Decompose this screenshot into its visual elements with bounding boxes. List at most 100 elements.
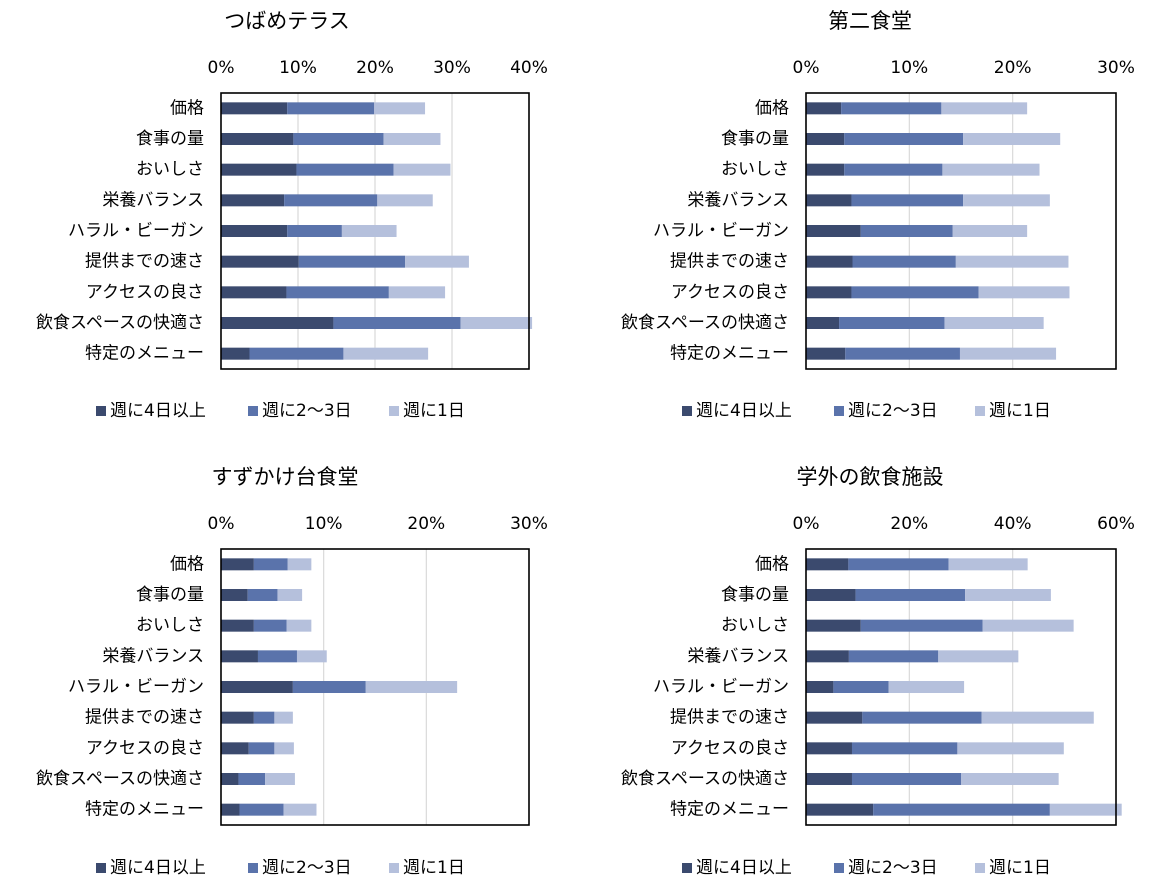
bar-segment-3 — [963, 133, 1061, 145]
bar-segment-3 — [952, 225, 1028, 237]
bar-segment-3 — [296, 650, 327, 663]
legend-label: 週に4日以上 — [110, 401, 206, 421]
x-tick-label: 0% — [793, 58, 820, 78]
bar-segment-3 — [959, 347, 1057, 360]
bar-segment-3 — [377, 194, 433, 207]
legend-swatch-1 — [682, 406, 692, 416]
category-label: ハラル・ビーガン — [653, 677, 789, 697]
bar-segment-3 — [277, 589, 303, 601]
bar-segment-2 — [333, 317, 461, 329]
chart-title: つばめテラス — [224, 9, 350, 33]
x-tick-label: 0% — [208, 514, 235, 534]
legend-swatch-2 — [834, 406, 844, 416]
bar-segment-1 — [221, 102, 288, 115]
bar-segment-1 — [806, 803, 874, 816]
bar-segment-3 — [283, 803, 317, 816]
bar-segment-2 — [253, 619, 287, 632]
bar-segment-3 — [1049, 803, 1122, 816]
bar-segment-3 — [383, 133, 441, 145]
bar-segment-3 — [978, 286, 1070, 299]
legend-swatch-2 — [834, 863, 844, 873]
x-tick-label: 20% — [407, 514, 445, 534]
bar-segment-2 — [844, 163, 943, 176]
legend-label: 週に4日以上 — [696, 401, 792, 421]
category-label: 提供までの速さ — [670, 252, 789, 272]
bar-segment-1 — [806, 347, 846, 360]
bar-segment-1 — [221, 742, 249, 755]
bar-segment-1 — [221, 163, 297, 176]
category-label: ハラル・ビーガン — [68, 677, 204, 697]
bar-segment-2 — [873, 803, 1050, 816]
bar-segment-2 — [851, 742, 958, 755]
bar-segment-3 — [388, 286, 446, 299]
chart-panel-0: つばめテラス 0% 10% 20% 30% 40% 価格食事の量おいしさ栄養バランスハラル・… — [36, 9, 548, 421]
bar-segment-3 — [374, 102, 426, 115]
bar-segment-3 — [955, 255, 1069, 268]
category-label: アクセスの良さ — [671, 738, 789, 758]
bar-segment-1 — [806, 225, 861, 237]
bar-segment-2 — [851, 286, 979, 299]
x-tick-label: 20% — [356, 58, 394, 78]
bar-segment-2 — [249, 347, 344, 360]
bar-segment-3 — [941, 102, 1028, 115]
category-label: おいしさ — [721, 160, 789, 180]
bar-segment-2 — [253, 711, 275, 724]
x-tick-label: 10% — [305, 514, 343, 534]
bar-segment-3 — [341, 225, 397, 237]
category-label: 特定のメニュー — [85, 800, 204, 820]
legend-label: 週に4日以上 — [696, 858, 792, 878]
category-label: 飲食スペースの快適さ — [36, 769, 204, 789]
bar-segment-1 — [221, 347, 250, 360]
bar-segment-2 — [287, 225, 342, 237]
bar-segment-2 — [253, 558, 288, 571]
category-label: 価格 — [170, 98, 204, 118]
bar-segment-2 — [848, 650, 939, 663]
bar-segment-3 — [942, 163, 1040, 176]
bar-segment-2 — [844, 133, 964, 145]
chart-panel-3: 学外の飲食施設 0% 20% 40% 60% 価格食事の量おいしさ栄養バランスハラル・ビー… — [621, 465, 1135, 878]
category-label: 特定のメニュー — [85, 344, 204, 364]
bar-segment-2 — [292, 681, 366, 693]
bar-segment-2 — [298, 255, 406, 268]
plot-frame — [220, 548, 530, 826]
category-label: 食事の量 — [721, 129, 789, 149]
bar-segment-1 — [221, 681, 293, 693]
bar-segment-1 — [806, 742, 852, 755]
plot-frame — [805, 92, 1117, 370]
category-label: 特定のメニュー — [670, 344, 789, 364]
bar-segment-1 — [221, 619, 254, 632]
bar-segment-1 — [806, 286, 852, 299]
bar-segment-1 — [221, 773, 239, 785]
plot-frame — [220, 92, 530, 370]
bar-segment-3 — [287, 558, 312, 571]
bar-segment-1 — [806, 255, 853, 268]
bar-segment-2 — [851, 194, 964, 207]
bar-segment-2 — [248, 742, 275, 755]
category-label: アクセスの良さ — [671, 282, 789, 302]
legend-label: 週に1日 — [989, 401, 1051, 421]
bar-segment-2 — [247, 589, 278, 601]
chart-panel-1: 第二食堂 0% 10% 20% 30% 価格食事の量おいしさ栄養バランスハラル・ビーガン提… — [621, 9, 1135, 421]
x-tick-label: 20% — [994, 58, 1032, 78]
bar-segment-1 — [806, 558, 849, 571]
bar-segment-2 — [851, 773, 961, 785]
category-label: 飲食スペースの快適さ — [621, 313, 789, 333]
x-tick-label: 60% — [1097, 514, 1135, 534]
bar-segment-1 — [806, 711, 863, 724]
chart-title: 学外の飲食施設 — [797, 465, 944, 489]
bar-segment-2 — [860, 225, 953, 237]
bar-segment-1 — [221, 711, 254, 724]
bar-segment-1 — [221, 194, 285, 207]
bar-segment-2 — [284, 194, 378, 207]
bar-segment-1 — [806, 133, 845, 145]
x-tick-label: 0% — [208, 58, 235, 78]
bar-segment-2 — [862, 711, 982, 724]
bar-segment-2 — [852, 255, 956, 268]
legend-label: 週に2～3日 — [848, 858, 938, 878]
bar-segment-2 — [841, 102, 942, 115]
category-label: アクセスの良さ — [86, 738, 204, 758]
bar-segment-3 — [963, 194, 1050, 207]
bar-segment-3 — [274, 742, 294, 755]
bar-segment-2 — [238, 773, 266, 785]
